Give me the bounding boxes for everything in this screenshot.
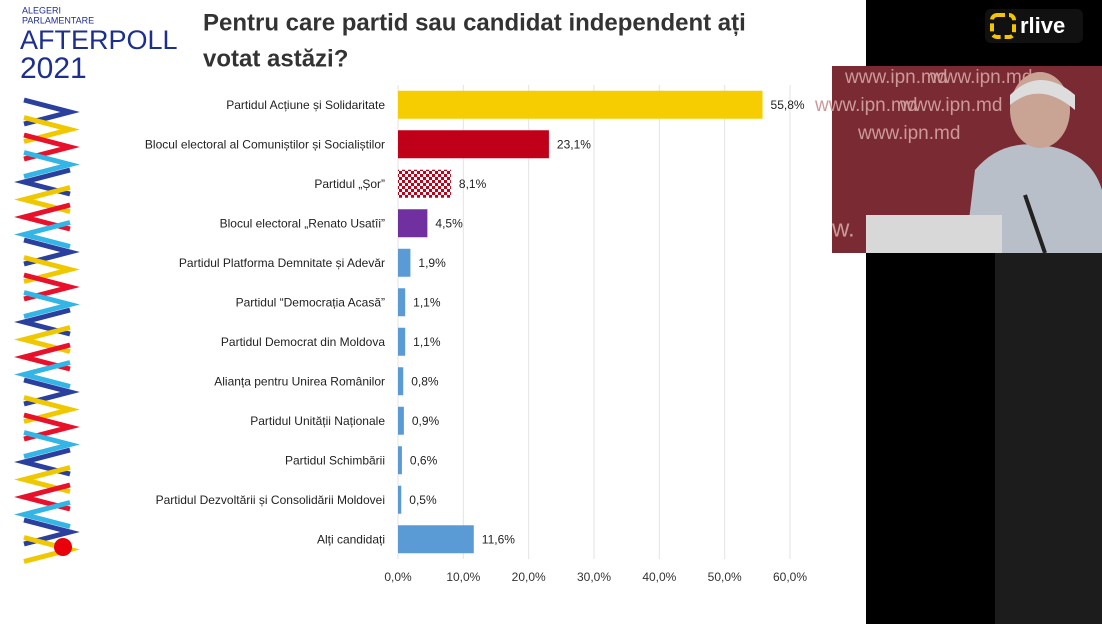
record-dot xyxy=(54,538,72,556)
category-label: Partidul Platforma Demnitate și Adevăr xyxy=(179,256,385,270)
x-tick-label: 40,0% xyxy=(642,570,676,584)
chart-title: Pentru care partid sau candidat independ… xyxy=(203,9,746,36)
backdrop-text: www.ipn.md xyxy=(857,123,960,144)
bar xyxy=(398,406,404,435)
chevron xyxy=(14,220,71,249)
category-label: Partidul Democrat din Moldova xyxy=(221,335,385,349)
logo-title: AFTERPOLL xyxy=(20,25,178,55)
video-inset: www.ipn.md www.ipn.md www.ipn.md www.ipn… xyxy=(814,66,1102,254)
microphone xyxy=(1023,194,1047,254)
logo-text: ALEGERI xyxy=(22,5,61,15)
x-tick-label: 50,0% xyxy=(708,570,742,584)
value-label: 0,6% xyxy=(410,453,438,467)
x-tick-label: 20,0% xyxy=(512,570,546,584)
bar xyxy=(398,367,404,396)
chart-title: votat astăzi? xyxy=(203,45,348,72)
value-label: 0,9% xyxy=(412,414,440,428)
category-label: Partidul „Șor” xyxy=(314,177,385,191)
category-label: Partidul Unității Naționale xyxy=(250,414,385,428)
chevron xyxy=(14,500,71,529)
x-tick-label: 30,0% xyxy=(577,570,611,584)
value-label: 1,9% xyxy=(418,256,446,270)
value-label: 0,8% xyxy=(411,374,439,388)
value-label: 1,1% xyxy=(413,335,441,349)
category-label: Blocul electoral „Renato Usatîi” xyxy=(220,216,385,230)
broadcaster-logo: rlive xyxy=(985,9,1083,43)
studio-column xyxy=(995,253,1102,624)
bar xyxy=(398,90,763,119)
category-label: Alți candidați xyxy=(317,532,385,546)
category-label: Alianța pentru Unirea Românilor xyxy=(214,374,385,388)
chevron xyxy=(23,150,80,179)
bar xyxy=(398,485,402,514)
value-label: 8,1% xyxy=(459,177,487,191)
category-label: Partidul Acțiune și Solidaritate xyxy=(226,98,385,112)
category-label: Partidul “Democrația Acasă” xyxy=(236,295,385,309)
category-label: Blocul electoral al Comuniștilor și Soci… xyxy=(145,137,385,151)
x-tick-label: 0,0% xyxy=(384,570,412,584)
logo-year: 2021 xyxy=(20,52,87,85)
bar xyxy=(398,327,406,356)
value-label: 0,5% xyxy=(409,493,437,507)
category-label: Partidul Schimbării xyxy=(285,453,385,467)
laptop xyxy=(866,215,1002,253)
plot: 0,0% 10,0% 20,0% 30,0% 40,0% 50,0% 60,0% Partid… xyxy=(145,85,807,584)
value-label: 4,5% xyxy=(435,216,463,230)
bar xyxy=(398,248,411,277)
x-tick-label: 60,0% xyxy=(773,570,807,584)
value-label: 23,1% xyxy=(557,137,591,151)
backdrop-text: www.ipn.md xyxy=(844,67,947,88)
bar xyxy=(398,446,402,475)
category-label: Partidul Dezvoltării și Consolidării Mol… xyxy=(156,493,385,507)
person-hair xyxy=(1010,80,1075,110)
bar xyxy=(398,288,406,317)
chevron xyxy=(23,430,80,459)
bar xyxy=(398,169,451,198)
logo-bg xyxy=(985,9,1083,43)
chevron xyxy=(14,360,71,389)
value-label: 11,6% xyxy=(482,532,515,546)
backdrop-text: w. xyxy=(831,215,855,242)
broadcaster-name: rlive xyxy=(1020,13,1065,38)
backdrop-text: www.ipn.md xyxy=(814,95,917,116)
backdrop-text: www.ipn.md xyxy=(929,67,1032,88)
chevron xyxy=(23,290,80,319)
logo-icon xyxy=(990,13,1016,39)
bar xyxy=(398,525,474,554)
bar xyxy=(398,209,428,238)
decor-chevrons xyxy=(14,97,80,564)
bar xyxy=(398,130,549,159)
backdrop-text: www.ipn.md xyxy=(899,95,1002,116)
value-label: 1,1% xyxy=(413,295,441,309)
x-tick-label: 10,0% xyxy=(446,570,480,584)
value-label: 55,8% xyxy=(771,98,805,112)
logo-text: PARLAMENTARE xyxy=(22,15,94,25)
